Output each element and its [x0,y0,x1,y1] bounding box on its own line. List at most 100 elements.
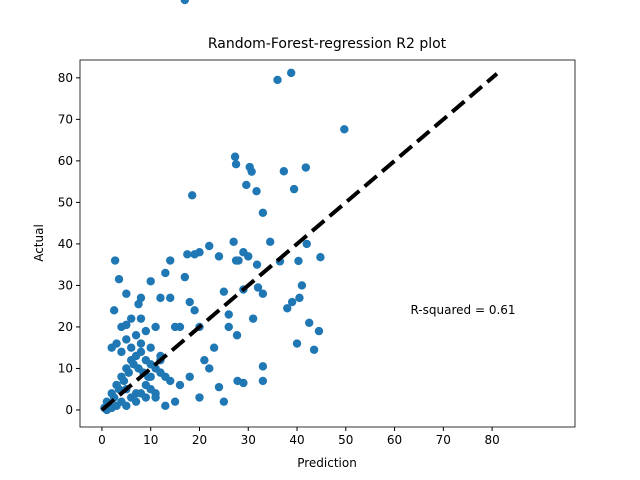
point [297,281,307,290]
point [247,167,256,176]
point [205,241,214,251]
point [166,256,175,265]
point [112,339,121,348]
point [252,186,261,196]
x-axis-label: Prediction [297,456,357,470]
point [234,256,243,265]
point [301,163,310,172]
y-tick-label: 30 [58,278,73,292]
annotation: R-squared = 0.61 [410,303,515,317]
point [110,256,120,265]
y-tick-label: 70 [58,112,73,126]
point [214,252,224,261]
point [134,299,143,309]
chart-title: Random-Forest-regression R2 plot [208,36,447,52]
point [219,397,229,406]
point [146,343,155,352]
point [175,380,185,390]
point [141,380,151,390]
point [316,253,325,262]
point [161,268,170,278]
point [292,339,302,348]
point [180,272,190,282]
point [114,275,124,284]
x-tick-label: 40 [289,433,304,447]
point [119,376,129,386]
point [122,320,131,330]
point [232,331,242,340]
point [253,283,263,292]
point [136,314,146,323]
point [209,343,219,352]
point [258,289,268,298]
point [273,75,282,85]
point [305,318,314,327]
point [109,306,119,315]
point [122,289,131,298]
point [309,345,319,354]
point [185,372,194,381]
point [195,393,204,402]
point [258,208,268,217]
point [183,250,192,259]
point [230,152,240,161]
point [156,293,165,303]
point [294,256,303,266]
point [229,237,238,247]
x-tick-label: 50 [338,433,353,447]
x-tick-label: 60 [387,433,402,447]
point [190,250,199,259]
y-tick-label: 40 [58,237,73,251]
point [136,339,146,348]
point [124,368,133,377]
point [289,184,299,194]
point [224,322,233,332]
x-tick-label: 0 [98,433,106,447]
y-tick-label: 60 [58,154,73,168]
x-tick-label: 30 [241,433,256,447]
x-tick-label: 10 [143,433,158,447]
point [214,382,224,392]
point [200,355,209,365]
point [224,310,233,319]
point [219,287,229,296]
point [166,376,175,386]
point [295,293,304,303]
y-tick-label: 80 [58,71,73,85]
point [248,314,258,323]
point [112,380,121,390]
point [117,347,126,357]
point [252,260,262,269]
point [151,389,160,398]
point [231,160,241,169]
point [205,364,214,373]
point [302,239,311,249]
point [127,314,136,323]
point [131,331,141,340]
point [265,237,275,247]
point [146,372,155,381]
y-tick-label: 50 [58,195,73,209]
point [136,347,146,357]
x-tick-label: 70 [436,433,451,447]
x-tick-label: 20 [192,433,207,447]
point [258,362,268,371]
point [131,389,141,398]
point [340,125,349,134]
point [233,376,242,386]
point [279,167,289,176]
x-tick-label: 80 [484,433,499,447]
point [190,306,199,315]
point [286,68,296,78]
point [244,252,253,261]
point [151,322,160,332]
reference-line [100,72,499,412]
point [161,401,170,411]
y-tick-label: 20 [58,320,73,334]
point [141,393,151,402]
point [283,304,292,313]
y-axis-label: Actual [32,224,46,262]
point [175,322,185,332]
y-tick-label: 10 [58,361,73,375]
